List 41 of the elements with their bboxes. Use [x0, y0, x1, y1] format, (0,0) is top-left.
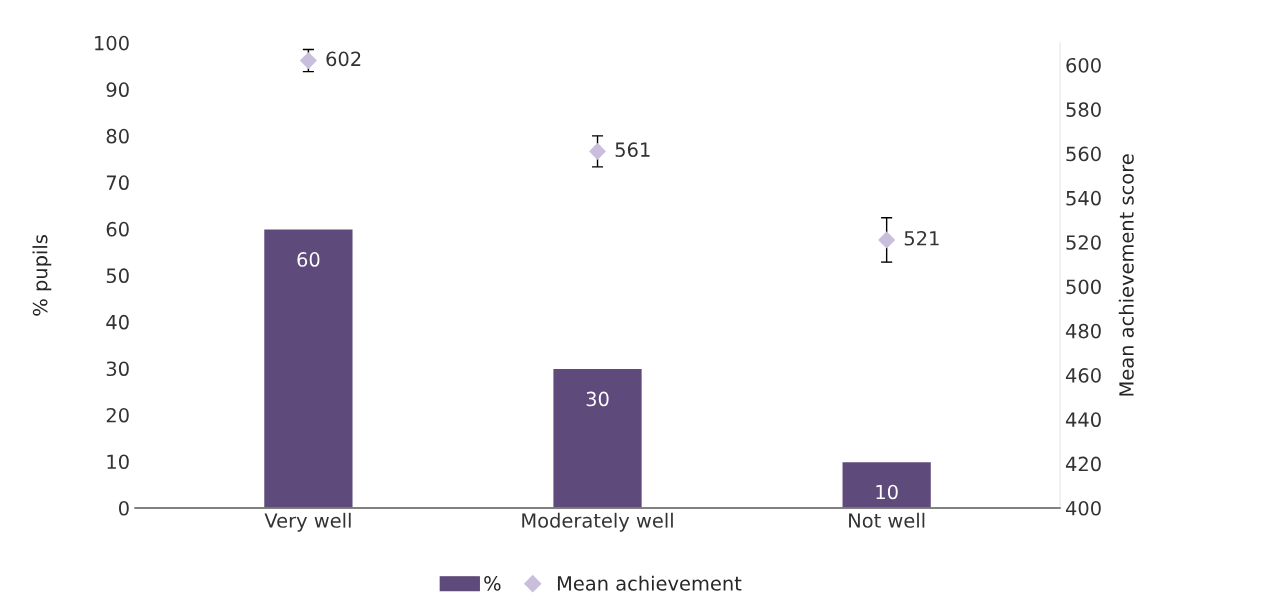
bar — [262, 228, 354, 508]
y-tick-label: 80 — [106, 128, 129, 144]
y2-tick-label: 400 — [1065, 500, 1101, 516]
y-tick-label: 40 — [106, 314, 129, 330]
y-tick-label: 50 — [106, 268, 129, 284]
data-label: 10 — [876, 484, 898, 500]
y-tick-label: 0 — [118, 500, 129, 516]
y2-tick-label: 440 — [1065, 412, 1101, 428]
x-tick-label: Moderately well — [522, 512, 673, 532]
bar — [552, 367, 644, 508]
point — [589, 143, 606, 160]
y2-tick-label: 500 — [1066, 279, 1101, 295]
y2-tick-label: 540 — [1066, 190, 1101, 206]
y-tick-label: 100 — [95, 35, 129, 51]
data-label: 561 — [615, 142, 650, 158]
y2-tick-label: 520 — [1066, 235, 1101, 250]
y-tick-label: 10 — [107, 454, 129, 470]
y-tick-label: 20 — [106, 407, 129, 423]
legend-label: Mean achievement — [557, 575, 742, 591]
y2-tick-label: 480 — [1065, 323, 1101, 339]
data-label: 60 — [297, 252, 320, 267]
y2-axis-title: Mean achievement score — [1118, 154, 1134, 396]
y-axis-title: % pupils — [32, 235, 52, 316]
data-label: 521 — [904, 230, 939, 246]
y2-tick-label: 600 — [1066, 57, 1101, 73]
point — [878, 231, 895, 249]
y2-tick-label: 560 — [1066, 146, 1101, 162]
y-tick-label: 70 — [106, 175, 129, 191]
point — [300, 52, 317, 69]
data-label: 602 — [326, 51, 361, 67]
y2-tick-label: 580 — [1066, 102, 1101, 117]
bar — [841, 460, 933, 508]
x-tick-label: Not well — [849, 512, 925, 528]
y2-tick-label: 420 — [1065, 456, 1101, 472]
legend-label: % — [484, 576, 501, 591]
y-tick-label: 60 — [106, 221, 129, 237]
y2-tick-label: 460 — [1065, 368, 1101, 383]
data-label: 30 — [586, 391, 609, 407]
x-tick-label: Very well — [264, 512, 351, 532]
y-tick-label: 90 — [106, 82, 129, 98]
y-tick-label: 30 — [106, 361, 129, 377]
